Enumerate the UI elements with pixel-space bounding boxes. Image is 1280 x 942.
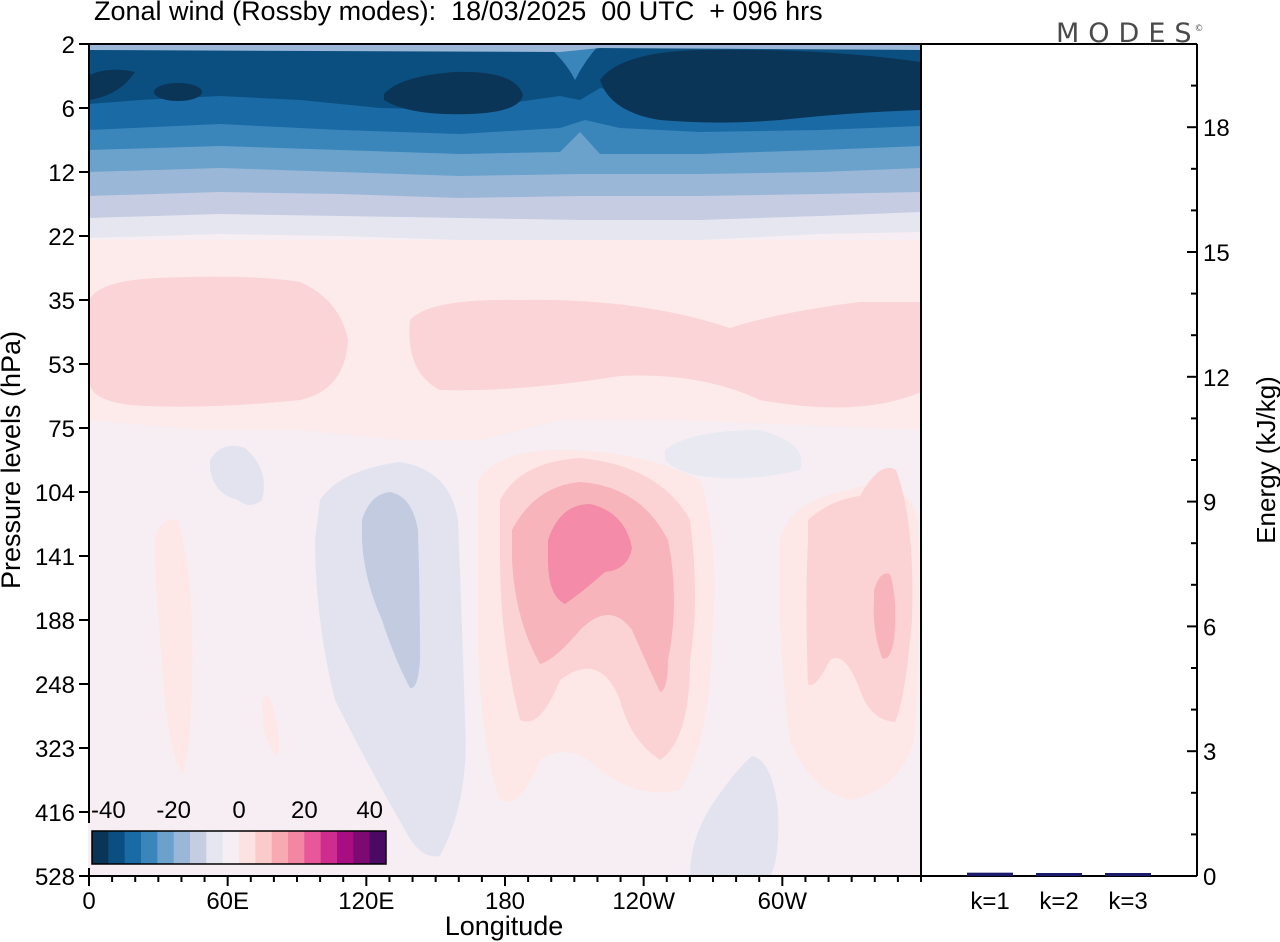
pos-thin-small	[262, 695, 280, 756]
y-tick-label: 6	[62, 96, 75, 123]
energy-tick-label: 9	[1203, 490, 1216, 517]
y-tick-label: 323	[35, 736, 75, 763]
neg-core-central	[362, 492, 420, 689]
chart-title: Zonal wind (Rossby modes): 18/03/2025 00…	[94, 0, 823, 26]
energy-tick-label: 3	[1203, 739, 1216, 766]
colorbar-swatch	[141, 831, 158, 864]
colorbar: -40 -20 0 20 40	[88, 797, 390, 868]
colorbar-swatch	[108, 831, 126, 864]
colorbar-swatch	[271, 831, 289, 864]
colorbar-swatch	[190, 831, 207, 864]
energy-category-label: k=2	[1039, 888, 1078, 915]
colorbar-swatch	[353, 831, 371, 864]
band-pos-5-west	[89, 276, 348, 407]
band-pos-5-east	[409, 299, 921, 408]
energy-category-label: k=3	[1108, 888, 1147, 915]
colorbar-swatch	[124, 831, 142, 864]
core-neg-central	[384, 71, 523, 115]
x-tick-label: 180	[485, 888, 525, 915]
energy-bar-chart: 0 3 6 9 12 15 18 k=1 k=2 k=3	[967, 43, 1230, 915]
energy-tick-label: 6	[1203, 614, 1216, 641]
neg-region-east	[665, 430, 802, 479]
colorbar-tick-label: 20	[291, 797, 318, 824]
core-neg-west	[89, 69, 135, 100]
energy-tick-label: 15	[1203, 240, 1230, 267]
colorbar-frame	[91, 830, 387, 865]
colorbar-swatch	[222, 831, 240, 864]
colorbar-swatch	[255, 831, 273, 864]
energy-tick-label: 18	[1203, 115, 1230, 142]
y-tick-label: 416	[35, 800, 75, 827]
neg-region-central	[315, 462, 466, 857]
x-tick-label: 120W	[612, 888, 675, 915]
core-neg-small	[154, 83, 202, 101]
y-tick-label: 104	[35, 480, 75, 507]
x-axis-longitude: 0 60E 120E 180 120W 60W	[82, 876, 922, 915]
colorbar-swatch	[320, 831, 338, 864]
colorbar-swatch	[337, 831, 354, 864]
y-tick-label: 35	[48, 288, 75, 315]
y-tick-label: 75	[48, 416, 75, 443]
pos-thin-west	[155, 519, 193, 774]
pos-core-15	[548, 504, 632, 604]
colorbar-tick-label: 40	[356, 797, 383, 824]
y-tick-label: 141	[35, 544, 75, 571]
energy-bar	[1105, 873, 1151, 876]
colorbar-swatch	[173, 831, 191, 864]
pos-core-far-east	[873, 573, 896, 659]
energy-axis-label: Energy (kJ/kg)	[1251, 376, 1280, 544]
energy-bar	[1036, 873, 1082, 876]
y-tick-label: 53	[48, 352, 75, 379]
zonal-wind-heatmap	[89, 44, 921, 876]
y-tick-label: 12	[48, 160, 75, 187]
energy-bar	[967, 872, 1013, 876]
energy-category-label: k=1	[970, 888, 1009, 915]
colorbar-swatch	[239, 831, 256, 864]
energy-tick-label: 0	[1203, 864, 1216, 891]
colorbar-swatch	[92, 831, 109, 864]
y-tick-label: 2	[62, 32, 75, 59]
colorbar-tick-label: -20	[156, 797, 191, 824]
colorbar-tick-label: -40	[91, 797, 126, 824]
core-neg-east	[600, 49, 921, 123]
energy-tick-label: 12	[1203, 365, 1230, 392]
y-tick-label: 248	[35, 672, 75, 699]
neg-region-west	[210, 445, 264, 505]
top-fringe	[89, 44, 921, 52]
x-tick-label: 120E	[338, 888, 394, 915]
colorbar-swatch	[288, 831, 305, 864]
x-tick-label: 60E	[206, 888, 249, 915]
y-tick-label: 188	[35, 608, 75, 635]
colorbar-tick-label: 0	[232, 797, 245, 824]
neg-region-south-east	[690, 756, 779, 876]
y-tick-label: 528	[35, 864, 75, 891]
colorbar-swatch	[369, 831, 387, 864]
colorbar-swatch	[206, 831, 224, 864]
top-notch	[545, 44, 600, 80]
logo-mark: ©	[1194, 24, 1204, 34]
x-axis-label: Longitude	[445, 911, 564, 941]
x-tick-label: 60W	[758, 888, 808, 915]
y-axis-label: Pressure levels (hPa)	[0, 331, 26, 589]
pos-region-far-east-5	[806, 467, 913, 722]
colorbar-swatch	[304, 831, 322, 864]
colorbar-swatch	[157, 831, 175, 864]
y-tick-label: 22	[48, 224, 75, 251]
x-tick-label: 0	[82, 888, 95, 915]
y-axis-pressure: 2 6 12 22 35 53 75 104 141 188 248 323 416 528	[35, 32, 89, 891]
